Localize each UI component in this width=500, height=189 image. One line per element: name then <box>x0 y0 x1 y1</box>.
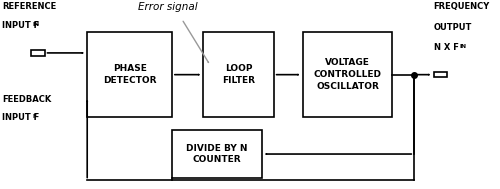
FancyBboxPatch shape <box>87 32 172 117</box>
Text: INPUT F: INPUT F <box>2 113 40 122</box>
Text: F: F <box>32 114 36 119</box>
Text: IN: IN <box>460 44 466 49</box>
Text: IN: IN <box>32 22 40 27</box>
Text: PHASE
DETECTOR: PHASE DETECTOR <box>103 64 156 85</box>
Text: N X F: N X F <box>434 43 458 53</box>
Text: OUTPUT: OUTPUT <box>434 23 472 32</box>
FancyBboxPatch shape <box>31 50 44 56</box>
Text: INPUT F: INPUT F <box>2 21 40 30</box>
Text: LOOP
FILTER: LOOP FILTER <box>222 64 255 85</box>
FancyBboxPatch shape <box>434 72 447 77</box>
FancyBboxPatch shape <box>172 130 262 178</box>
Text: Error signal: Error signal <box>138 2 198 12</box>
FancyBboxPatch shape <box>204 32 274 117</box>
Text: FEEDBACK: FEEDBACK <box>2 94 51 104</box>
Text: FREQUENCY: FREQUENCY <box>434 2 490 11</box>
Text: REFERENCE: REFERENCE <box>2 2 56 11</box>
Text: VOLTAGE
CONTROLLED
OSCILLATOR: VOLTAGE CONTROLLED OSCILLATOR <box>314 58 382 91</box>
FancyBboxPatch shape <box>303 32 392 117</box>
Text: DIVIDE BY N
COUNTER: DIVIDE BY N COUNTER <box>186 144 248 164</box>
